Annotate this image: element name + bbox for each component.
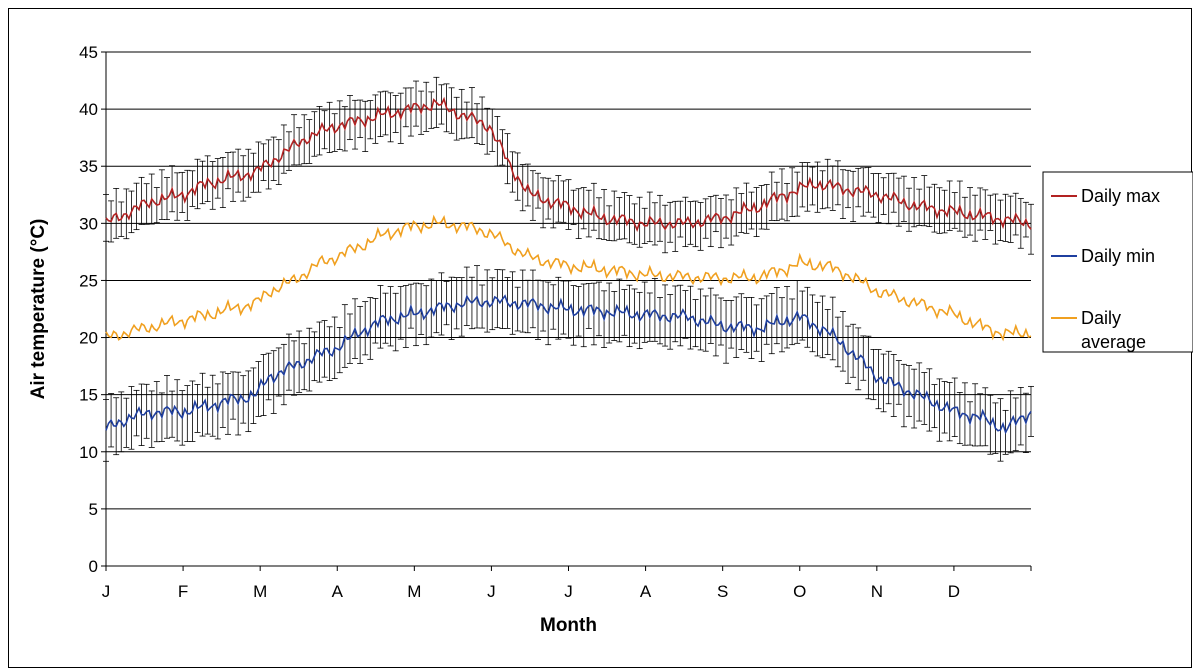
y-tick-label: 10 [79,443,98,462]
x-tick-label: N [871,582,883,601]
legend-box [1042,171,1193,353]
legend: Daily max Daily min Daily average [1042,171,1193,353]
x-tick-label: J [487,582,496,601]
x-tick-label: J [102,582,111,601]
legend-label: Daily [1081,308,1121,328]
temperature-chart: 0 5 10 15 20 25 30 35 40 45 J F M A M J J A S O N D Month Ai… [28,43,1193,636]
x-tick-label: A [332,582,344,601]
chart-frame: 0 5 10 15 20 25 30 35 40 45 J F M A M J J A S O N D Month Ai… [8,8,1193,668]
error-bars [103,76,1034,462]
x-tick-label: M [407,582,421,601]
series-line-daily-max [105,96,1032,233]
y-tick-label: 40 [79,100,98,119]
series-lines [105,96,1032,435]
y-tick-labels: 0 5 10 15 20 25 30 35 40 45 [79,43,98,576]
y-axis-title: Air temperature (°C) [28,219,49,400]
gridlines [101,51,1031,567]
legend-label: average [1081,332,1146,352]
axes [105,52,1032,571]
x-tick-label: M [253,582,267,601]
y-tick-label: 30 [79,214,98,233]
legend-label: Daily min [1081,246,1155,266]
x-tick-label: O [793,582,806,601]
y-tick-label: 20 [79,329,98,348]
x-tick-label: D [948,582,960,601]
x-tick-label: F [178,582,188,601]
x-tick-label: J [564,582,573,601]
series-line-daily-min [105,294,1032,435]
y-tick-label: 15 [79,386,98,405]
x-tick-label: A [640,582,652,601]
x-tick-label: S [717,582,728,601]
y-tick-label: 45 [79,43,98,62]
series-line-daily-average [105,214,1032,342]
y-tick-label: 0 [89,557,98,576]
y-tick-label: 35 [79,157,98,176]
y-tick-label: 5 [89,500,98,519]
y-tick-label: 25 [79,271,98,290]
legend-label: Daily max [1081,186,1160,206]
x-axis-title: Month [540,615,597,636]
